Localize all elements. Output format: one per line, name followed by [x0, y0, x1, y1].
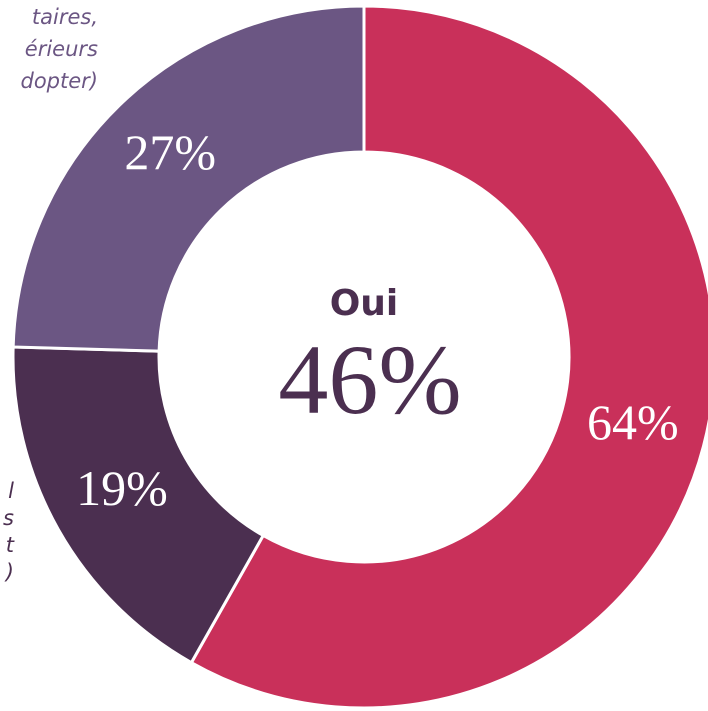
side-note: érieurs: [25, 37, 98, 61]
side-note: ): [4, 560, 14, 584]
center-title: Oui: [330, 283, 399, 324]
donut-segment: [11, 4, 366, 353]
donut-segment: [189, 4, 708, 710]
side-note: l: [8, 479, 14, 503]
side-note: s: [3, 506, 14, 530]
side-note: t: [6, 533, 15, 557]
side-note: taires,: [32, 5, 98, 29]
donut-segment: [11, 345, 266, 665]
value-label: 27%: [124, 124, 216, 180]
value-label: 19%: [76, 460, 168, 516]
center-text: 46%: [278, 324, 461, 435]
value-label: 64%: [587, 394, 679, 450]
side-note: dopter): [21, 69, 99, 93]
